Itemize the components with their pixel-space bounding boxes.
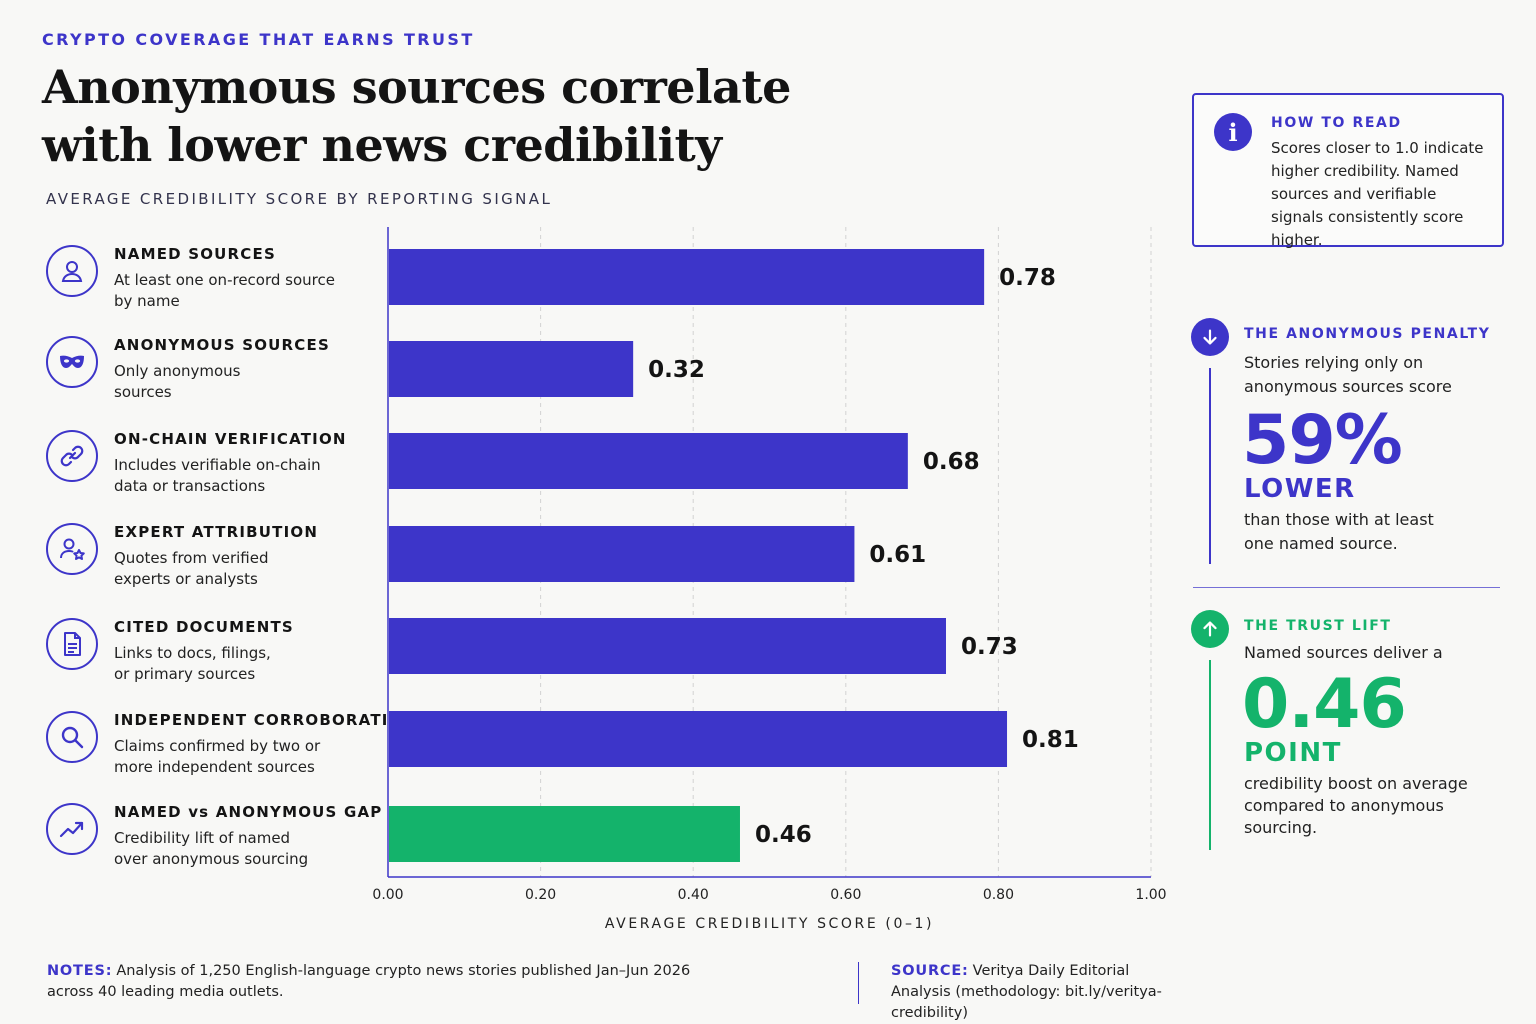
category-name: NAMED SOURCES [114, 245, 276, 263]
trend-up-icon [46, 803, 98, 855]
category-on-chain-verification: ON-CHAIN VERIFICATION Includes verifiabl… [46, 430, 386, 510]
penalty-value: 59% [1242, 401, 1403, 480]
bar [389, 526, 855, 582]
x-tick-label: 0.80 [983, 887, 1014, 903]
category-independent-corroboration: INDEPENDENT CORROBORATION Claims confirm… [46, 711, 415, 791]
bar-value-label: 0.81 [1022, 727, 1079, 753]
page-title: Anonymous sources correlate with lower n… [42, 60, 791, 172]
source: SOURCE: Veritya Daily Editorial Analysis … [891, 961, 1191, 1024]
penalty-unit: LOWER [1244, 474, 1356, 504]
bar [389, 711, 1008, 767]
category-named-vs-anonymous-gap: NAMED vs ANONYMOUS GAP Credibility lift … [46, 803, 386, 883]
magnifier-icon [46, 711, 98, 763]
x-tick-label: 0.40 [678, 887, 709, 903]
bar-value-label: 0.32 [648, 357, 705, 383]
penalty-outro: than those with at least one named sourc… [1244, 510, 1434, 553]
chart-subtitle: AVERAGE CREDIBILITY SCORE BY REPORTING S… [46, 190, 553, 208]
lift-rule [1209, 660, 1211, 850]
bar-value-label: 0.73 [961, 634, 1018, 660]
how-to-read-heading: HOW TO READ [1271, 115, 1402, 131]
category-name: INDEPENDENT CORROBORATION [114, 711, 417, 729]
category-expert-attribution: EXPERT ATTRIBUTION Quotes from verified … [46, 523, 386, 603]
footer-separator [858, 962, 859, 1004]
x-tick-label: 0.00 [372, 887, 403, 903]
person-icon [46, 245, 98, 297]
penalty-intro: Stories relying only on anonymous source… [1244, 353, 1452, 396]
how-to-read-panel: i HOW TO READ Scores closer to 1.0 indic… [1192, 93, 1504, 249]
lift-value: 0.46 [1242, 665, 1407, 744]
x-tick-label: 0.60 [830, 887, 861, 903]
category-name: ANONYMOUS SOURCES [114, 336, 330, 354]
mask-icon [46, 336, 98, 388]
bar-value-label: 0.61 [869, 542, 926, 568]
category-desc: Claims confirmed by two or more independ… [114, 737, 321, 776]
panel-divider [1193, 587, 1500, 588]
expert-star-icon [46, 523, 98, 575]
category-anonymous-sources: ANONYMOUS SOURCES Only anonymous sources [46, 336, 386, 416]
lift-heading: THE TRUST LIFT [1244, 618, 1392, 634]
category-name: CITED DOCUMENTS [114, 618, 294, 636]
bar-value-label: 0.46 [755, 822, 812, 848]
document-icon [46, 618, 98, 670]
x-axis-title: AVERAGE CREDIBILITY SCORE (0–1) [604, 916, 935, 932]
category-name: EXPERT ATTRIBUTION [114, 523, 319, 541]
category-desc: Only anonymous sources [114, 362, 241, 401]
penalty-heading: THE ANONYMOUS PENALTY [1244, 326, 1491, 342]
category-desc: At least one on-record source by name [114, 271, 335, 310]
how-to-read-text: Scores closer to 1.0 indicate higher cre… [1271, 139, 1484, 249]
bar [389, 618, 946, 674]
notes-label: NOTES: [47, 963, 113, 979]
category-named-sources: NAMED SOURCES At least one on-record sou… [46, 245, 386, 325]
lift-outro: credibility boost on average compared to… [1244, 774, 1468, 837]
category-desc: Includes verifiable on-chain data or tra… [114, 456, 321, 495]
category-desc: Links to docs, filings, or primary sourc… [114, 644, 271, 683]
notes: NOTES: Analysis of 1,250 English-language… [47, 961, 727, 1003]
bar-value-label: 0.68 [923, 449, 980, 475]
bar [389, 249, 985, 305]
category-desc: Credibility lift of named over anonymous… [114, 829, 309, 868]
source-text: Veritya Daily Editorial Analysis (method… [891, 963, 1162, 1021]
lift-unit: POINT [1244, 738, 1342, 768]
category-name: NAMED vs ANONYMOUS GAP [114, 803, 383, 821]
notes-text: Analysis of 1,250 English-language crypt… [47, 963, 691, 1000]
arrow-up-icon [1191, 610, 1229, 648]
bar [389, 433, 908, 489]
kicker: CRYPTO COVERAGE THAT EARNS TRUST [42, 30, 475, 49]
x-tick-label: 0.20 [525, 887, 556, 903]
arrow-down-icon [1191, 318, 1229, 356]
lift-intro: Named sources deliver a [1244, 643, 1443, 662]
bar-value-label: 0.78 [999, 265, 1056, 291]
category-name: ON-CHAIN VERIFICATION [114, 430, 347, 448]
bar [389, 341, 634, 397]
source-label: SOURCE: [891, 963, 969, 979]
category-desc: Quotes from verified experts or analysts [114, 549, 269, 588]
category-cited-documents: CITED DOCUMENTS Links to docs, filings, … [46, 618, 386, 698]
info-icon: i [1214, 113, 1252, 151]
x-tick-label: 1.00 [1135, 887, 1166, 903]
link-icon [46, 430, 98, 482]
bar [389, 806, 740, 862]
penalty-rule [1209, 368, 1211, 564]
